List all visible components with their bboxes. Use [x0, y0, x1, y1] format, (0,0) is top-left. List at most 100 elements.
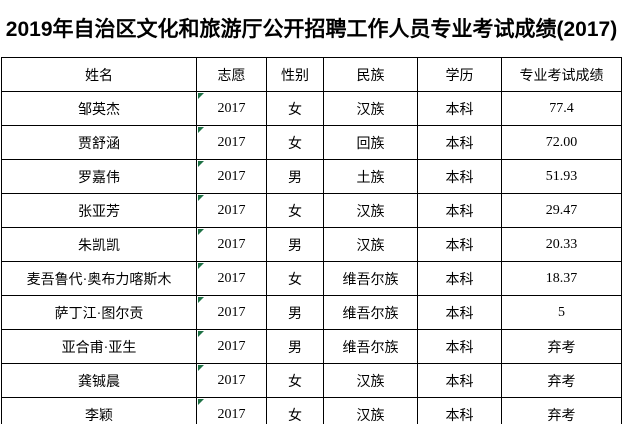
table-row: 贾舒涵 2017 女 回族 本科 72.00	[1, 125, 622, 160]
green-corner-triangle-icon	[198, 365, 204, 371]
table-row: 邹英杰 2017 女 汉族 本科 77.4	[1, 91, 622, 126]
cell-score: 51.93	[501, 159, 622, 194]
table-row: 龚铖晨 2017 女 汉族 本科 弃考	[1, 363, 622, 398]
cell-score: 5	[501, 295, 622, 330]
cell-gender: 女	[266, 91, 324, 126]
column-header-gender: 性别	[266, 57, 324, 92]
scores-table: 姓名 志愿 性别 民族 学历 专业考试成绩 邹英杰 2017 女 汉族 本科 7…	[1, 57, 622, 424]
table-body: 邹英杰 2017 女 汉族 本科 77.4 贾舒涵 2017 女 回族 本科 7…	[1, 91, 622, 424]
table-row: 萨丁江·图尔贡 2017 男 维吾尔族 本科 5	[1, 295, 622, 330]
cell-preference: 2017	[196, 329, 267, 364]
cell-score: 弃考	[501, 397, 622, 424]
cell-education: 本科	[417, 261, 502, 296]
green-corner-triangle-icon	[198, 161, 204, 167]
table-row: 张亚芳 2017 女 汉族 本科 29.47	[1, 193, 622, 228]
cell-name: 朱凯凯	[1, 227, 197, 262]
cell-education: 本科	[417, 193, 502, 228]
cell-ethnicity: 土族	[323, 159, 418, 194]
cell-education: 本科	[417, 125, 502, 160]
table-row: 李颖 2017 女 汉族 本科 弃考	[1, 397, 622, 424]
cell-preference-value: 2017	[217, 236, 246, 252]
page-title: 2019年自治区文化和旅游厅公开招聘工作人员专业考试成绩(2017)	[5, 18, 618, 41]
column-header-score: 专业考试成绩	[501, 57, 622, 92]
cell-gender: 男	[266, 159, 324, 194]
cell-gender: 男	[266, 329, 324, 364]
cell-name: 亚合甫·亚生	[1, 329, 197, 364]
cell-score: 弃考	[501, 363, 622, 398]
green-corner-triangle-icon	[198, 331, 204, 337]
cell-name: 罗嘉伟	[1, 159, 197, 194]
cell-ethnicity: 汉族	[323, 227, 418, 262]
cell-gender: 女	[266, 363, 324, 398]
cell-score: 77.4	[501, 91, 622, 126]
cell-preference-value: 2017	[217, 372, 246, 388]
cell-ethnicity: 汉族	[323, 397, 418, 424]
cell-preference-value: 2017	[217, 202, 246, 218]
cell-preference: 2017	[196, 295, 267, 330]
cell-preference: 2017	[196, 227, 267, 262]
cell-name: 龚铖晨	[1, 363, 197, 398]
cell-ethnicity: 维吾尔族	[323, 261, 418, 296]
cell-preference-value: 2017	[217, 406, 246, 422]
cell-gender: 女	[266, 193, 324, 228]
cell-score: 20.33	[501, 227, 622, 262]
cell-preference: 2017	[196, 159, 267, 194]
cell-preference: 2017	[196, 91, 267, 126]
cell-ethnicity: 回族	[323, 125, 418, 160]
cell-education: 本科	[417, 329, 502, 364]
cell-score: 18.37	[501, 261, 622, 296]
cell-preference: 2017	[196, 261, 267, 296]
green-corner-triangle-icon	[198, 297, 204, 303]
cell-education: 本科	[417, 363, 502, 398]
cell-education: 本科	[417, 295, 502, 330]
cell-gender: 女	[266, 261, 324, 296]
column-header-ethnicity: 民族	[323, 57, 418, 92]
cell-preference-value: 2017	[217, 168, 246, 184]
table-row: 罗嘉伟 2017 男 土族 本科 51.93	[1, 159, 622, 194]
cell-name: 邹英杰	[1, 91, 197, 126]
cell-gender: 男	[266, 227, 324, 262]
green-corner-triangle-icon	[198, 263, 204, 269]
table-header-row: 姓名 志愿 性别 民族 学历 专业考试成绩	[1, 57, 622, 92]
cell-ethnicity: 维吾尔族	[323, 295, 418, 330]
cell-name: 麦吾鲁代·奥布力喀斯木	[1, 261, 197, 296]
cell-score: 29.47	[501, 193, 622, 228]
table-row: 麦吾鲁代·奥布力喀斯木 2017 女 维吾尔族 本科 18.37	[1, 261, 622, 296]
cell-education: 本科	[417, 159, 502, 194]
column-header-education: 学历	[417, 57, 502, 92]
cell-preference-value: 2017	[217, 338, 246, 354]
cell-gender: 女	[266, 397, 324, 424]
cell-score: 72.00	[501, 125, 622, 160]
cell-gender: 女	[266, 125, 324, 160]
cell-education: 本科	[417, 91, 502, 126]
cell-name: 萨丁江·图尔贡	[1, 295, 197, 330]
green-corner-triangle-icon	[198, 93, 204, 99]
cell-preference: 2017	[196, 125, 267, 160]
green-corner-triangle-icon	[198, 195, 204, 201]
cell-name: 张亚芳	[1, 193, 197, 228]
cell-preference: 2017	[196, 363, 267, 398]
cell-preference-value: 2017	[217, 134, 246, 150]
green-corner-triangle-icon	[198, 127, 204, 133]
title-bar: 2019年自治区文化和旅游厅公开招聘工作人员专业考试成绩(2017)	[0, 0, 623, 56]
table-row: 亚合甫·亚生 2017 男 维吾尔族 本科 弃考	[1, 329, 622, 364]
cell-preference-value: 2017	[217, 100, 246, 116]
cell-preference-value: 2017	[217, 304, 246, 320]
cell-preference: 2017	[196, 193, 267, 228]
cell-education: 本科	[417, 227, 502, 262]
cell-preference-value: 2017	[217, 270, 246, 286]
cell-gender: 男	[266, 295, 324, 330]
column-header-preference: 志愿	[196, 57, 267, 92]
table-row: 朱凯凯 2017 男 汉族 本科 20.33	[1, 227, 622, 262]
green-corner-triangle-icon	[198, 229, 204, 235]
cell-name: 贾舒涵	[1, 125, 197, 160]
cell-ethnicity: 汉族	[323, 91, 418, 126]
cell-ethnicity: 汉族	[323, 193, 418, 228]
green-corner-triangle-icon	[198, 399, 204, 405]
cell-name: 李颖	[1, 397, 197, 424]
cell-preference: 2017	[196, 397, 267, 424]
cell-ethnicity: 汉族	[323, 363, 418, 398]
cell-ethnicity: 维吾尔族	[323, 329, 418, 364]
column-header-name: 姓名	[1, 57, 197, 92]
